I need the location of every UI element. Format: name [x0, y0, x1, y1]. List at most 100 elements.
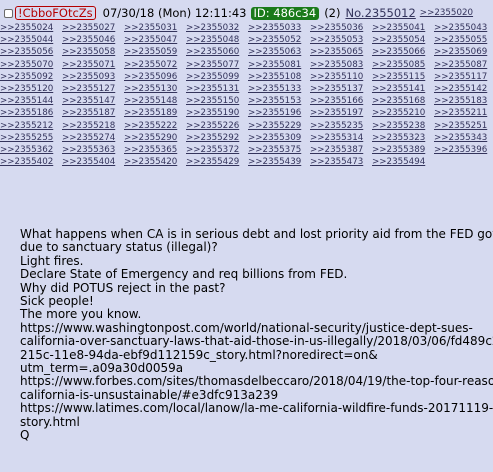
backlink[interactable]: >>2355083: [310, 59, 364, 70]
backlink[interactable]: >>2355069: [434, 47, 488, 58]
backlink[interactable]: >>2355085: [372, 59, 426, 70]
backlink[interactable]: >>2355115: [372, 71, 426, 82]
backlink[interactable]: >>2355323: [372, 132, 426, 143]
backlink[interactable]: >>2355065: [310, 47, 364, 58]
backlink[interactable]: >>2355131: [186, 83, 240, 94]
backlink[interactable]: >>2355212: [0, 120, 54, 131]
backlink[interactable]: >>2355137: [310, 83, 364, 94]
backlink[interactable]: >>2355092: [0, 71, 54, 82]
backlink[interactable]: >>2355238: [372, 120, 426, 131]
backlink[interactable]: >>2355183: [434, 96, 488, 107]
backlink[interactable]: >>2355096: [124, 71, 178, 82]
backlink[interactable]: >>2355494: [372, 157, 426, 168]
post-number-link[interactable]: No.2355012: [345, 6, 416, 20]
backlink[interactable]: >>2355127: [62, 83, 116, 94]
backlink[interactable]: >>2355053: [310, 35, 364, 46]
backlink[interactable]: >>2355196: [248, 108, 302, 119]
backlink[interactable]: >>2355147: [62, 96, 116, 107]
backlink[interactable]: >>2355024: [0, 23, 54, 33]
backlink[interactable]: >>2355190: [186, 108, 240, 119]
backlink[interactable]: >>2355222: [124, 120, 178, 131]
backlink[interactable]: >>2355055: [434, 35, 488, 46]
backlink[interactable]: >>2355166: [310, 96, 364, 107]
backlink[interactable]: >>2355309: [248, 132, 302, 143]
backlink[interactable]: >>2355290: [124, 132, 178, 143]
backlink[interactable]: >>2355130: [124, 83, 178, 94]
backlink[interactable]: >>2355081: [248, 59, 302, 70]
backlink[interactable]: >>2355363: [62, 144, 116, 155]
backlink[interactable]: >>2355110: [310, 71, 364, 82]
backlink[interactable]: >>2355056: [0, 47, 54, 58]
backlink[interactable]: >>2355365: [124, 144, 178, 155]
backlink[interactable]: >>2355063: [248, 47, 302, 58]
backlink[interactable]: >>2355292: [186, 132, 240, 143]
backlink[interactable]: >>2355402: [0, 157, 54, 168]
backlink[interactable]: >>2355031: [124, 23, 178, 33]
backlink[interactable]: >>2355150: [186, 96, 240, 107]
backlink[interactable]: >>2355059: [124, 47, 178, 58]
backlink[interactable]: >>2355148: [124, 96, 178, 107]
backlink[interactable]: >>2355060: [186, 47, 240, 58]
backlink[interactable]: >>2355144: [0, 96, 54, 107]
backlink[interactable]: >>2355186: [0, 108, 54, 119]
backlink[interactable]: >>2355133: [248, 83, 302, 94]
backlink[interactable]: >>2355048: [186, 35, 240, 46]
backlink[interactable]: >>2355072: [124, 59, 178, 70]
backlink[interactable]: >>2355255: [0, 132, 54, 143]
backlink[interactable]: >>2355362: [0, 144, 54, 155]
backlink[interactable]: >>2355071: [62, 59, 116, 70]
backlink[interactable]: >>2355404: [62, 157, 116, 168]
backlink[interactable]: >>2355372: [186, 144, 240, 155]
backlink[interactable]: >>2355343: [434, 132, 488, 143]
backlink[interactable]: >>2355052: [248, 35, 302, 46]
backlink[interactable]: >>2355054: [372, 35, 426, 46]
backlink[interactable]: >>2355046: [62, 35, 116, 46]
backlink[interactable]: >>2355218: [62, 120, 116, 131]
backlink[interactable]: >>2355153: [248, 96, 302, 107]
backlink[interactable]: >>2355087: [434, 59, 488, 70]
backlink[interactable]: >>2355099: [186, 71, 240, 82]
backlink[interactable]: >>2355141: [372, 83, 426, 94]
backlink[interactable]: >>2355375: [248, 144, 302, 155]
backlink[interactable]: >>2355077: [186, 59, 240, 70]
backlink[interactable]: >>2355429: [186, 157, 240, 168]
backlink[interactable]: >>2355473: [310, 157, 364, 168]
backlink[interactable]: >>2355420: [124, 157, 178, 168]
backlink-row: >>2355362 >>2355363 >>2355365 >>2355372 >>23…: [0, 144, 493, 156]
backlink[interactable]: >>2355226: [186, 120, 240, 131]
backlink[interactable]: >>2355439: [248, 157, 302, 168]
backlink[interactable]: >>2355066: [372, 47, 426, 58]
backlink[interactable]: >>2355047: [124, 35, 178, 46]
backlink[interactable]: >>2355027: [62, 23, 116, 33]
backlink[interactable]: >>2355235: [310, 120, 364, 131]
backlink[interactable]: >>2355120: [0, 83, 54, 94]
backlink[interactable]: >>2355211: [434, 108, 488, 119]
backlink[interactable]: >>2355396: [434, 144, 488, 155]
backlink[interactable]: >>2355210: [372, 108, 426, 119]
backlink[interactable]: >>2355387: [310, 144, 364, 155]
select-checkbox[interactable]: [4, 8, 13, 18]
backlink[interactable]: >>2355058: [62, 47, 116, 58]
backlink[interactable]: >>2355189: [124, 108, 178, 119]
backlink[interactable]: >>2355036: [310, 23, 364, 33]
backlink[interactable]: >>2355032: [186, 23, 240, 33]
backlink[interactable]: >>2355043: [434, 23, 488, 33]
backlink[interactable]: >>2355142: [434, 83, 488, 94]
backlink[interactable]: >>2355197: [310, 108, 364, 119]
poster-id-badge[interactable]: ID: 486c34: [250, 6, 320, 20]
backlink[interactable]: >>2355093: [62, 71, 116, 82]
backlink[interactable]: >>2355041: [372, 23, 426, 33]
backlink[interactable]: >>2355251: [434, 120, 488, 131]
backlink[interactable]: >>2355168: [372, 96, 426, 107]
backlink[interactable]: >>2355117: [434, 71, 488, 82]
backlink[interactable]: >>2355314: [310, 132, 364, 143]
backlink[interactable]: >>2355229: [248, 120, 302, 131]
backlink[interactable]: >>2355108: [248, 71, 302, 82]
backlink[interactable]: >>2355020: [419, 8, 474, 18]
backlink[interactable]: >>2355033: [248, 23, 302, 33]
backlink[interactable]: >>2355044: [0, 35, 54, 46]
backlink[interactable]: >>2355070: [0, 59, 54, 70]
backlink[interactable]: >>2355187: [62, 108, 116, 119]
backlink[interactable]: >>2355274: [62, 132, 116, 143]
backlink[interactable]: >>2355389: [372, 144, 426, 155]
